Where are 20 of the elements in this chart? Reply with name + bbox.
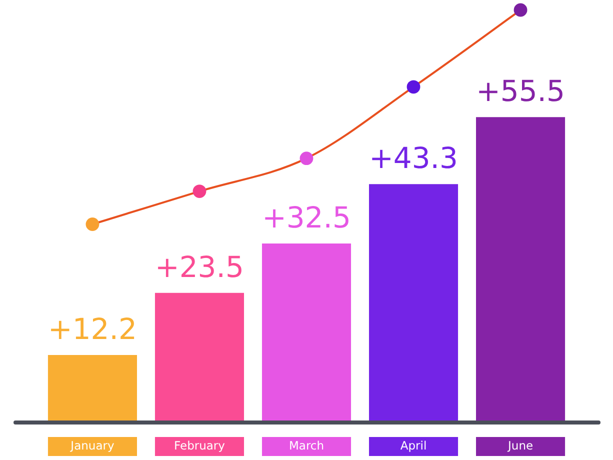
- bar: [154, 292, 244, 422]
- bar: [476, 117, 566, 422]
- x-tick-label: January: [70, 438, 114, 452]
- x-tick-label: June: [507, 438, 534, 452]
- data-label: +23.5: [155, 250, 244, 284]
- bar: [48, 354, 137, 422]
- x-tick-label: February: [174, 438, 226, 452]
- bar: [368, 184, 458, 422]
- x-tick-label: April: [400, 438, 427, 452]
- data-label: +43.3: [369, 141, 458, 176]
- point: [86, 218, 100, 231]
- x-tick-label: March: [288, 438, 324, 452]
- point: [406, 80, 420, 94]
- point: [192, 184, 206, 198]
- point: [514, 3, 528, 17]
- point: [300, 152, 314, 166]
- data-label: +55.5: [476, 74, 565, 108]
- data-label: +32.5: [262, 200, 351, 234]
- bar: [262, 243, 352, 422]
- data-label: +12.2: [48, 312, 137, 346]
